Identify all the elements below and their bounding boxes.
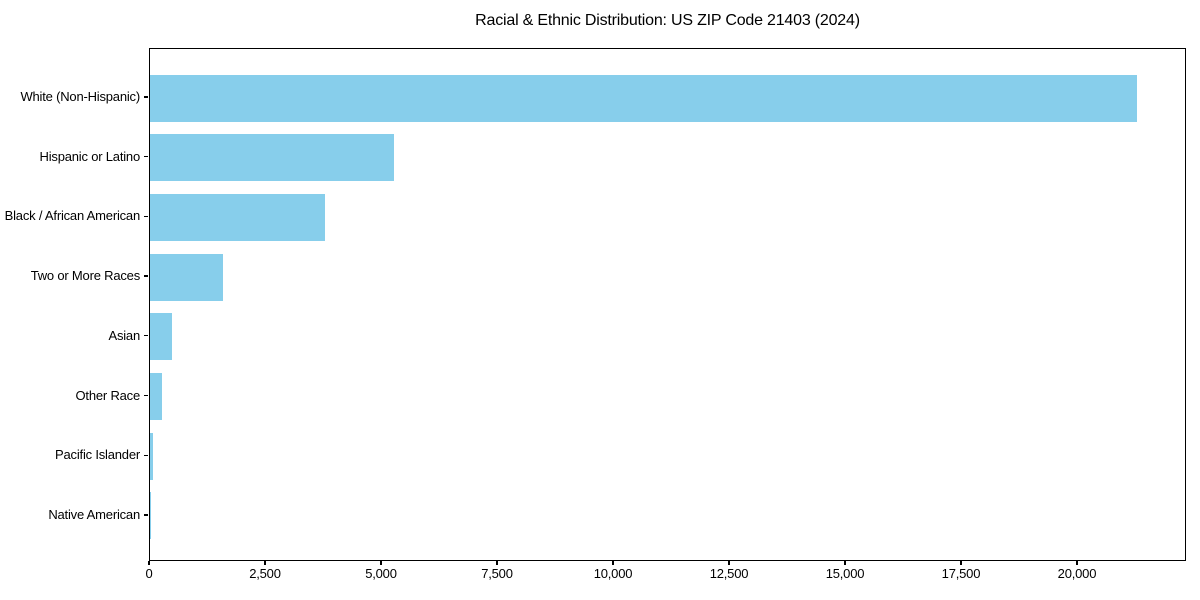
y-tick-label-black-african-american: Black / African American	[4, 208, 141, 224]
x-tick-label-10000: 10,000	[593, 566, 633, 581]
x-tick-label-5000: 5,000	[365, 566, 397, 581]
y-tick-mark	[144, 156, 148, 158]
y-tick-mark	[144, 335, 148, 337]
x-tick-mark	[728, 561, 730, 565]
y-tick-label-native-american: Native American	[48, 506, 140, 522]
plot-area	[149, 48, 1186, 561]
x-tick-mark	[844, 561, 846, 565]
x-tick-mark	[960, 561, 962, 565]
y-tick-mark	[144, 454, 148, 456]
x-tick-label-15000: 15,000	[825, 566, 865, 581]
x-tick-label-20000: 20,000	[1057, 566, 1097, 581]
bar-white-non-hispanic	[150, 74, 1137, 122]
x-tick-mark	[380, 561, 382, 565]
x-tick-label-17500: 17,500	[941, 566, 981, 581]
bar-hispanic-or-latino	[150, 134, 395, 182]
y-tick-label-other-race: Other Race	[75, 387, 141, 403]
bar-other-race	[150, 373, 162, 420]
y-tick-mark	[144, 514, 148, 516]
x-tick-mark	[264, 561, 266, 565]
bar-pacific-islander	[150, 432, 154, 480]
x-tick-mark	[148, 561, 150, 565]
x-tick-label-0: 0	[145, 566, 153, 581]
bar-black-african-american	[150, 193, 325, 241]
y-tick-label-two-or-more-races: Two or More Races	[30, 268, 141, 284]
y-tick-mark	[144, 394, 148, 397]
bar-asian	[150, 313, 172, 361]
y-tick-label-pacific-islander: Pacific Islander	[55, 447, 140, 463]
y-tick-label-white-non-hispanic: White (Non-Hispanic)	[20, 89, 140, 104]
x-tick-mark	[1076, 561, 1078, 565]
x-tick-mark	[496, 561, 498, 565]
x-tick-label-12500: 12,500	[709, 566, 749, 581]
bar-two-or-more-races	[150, 253, 223, 301]
y-tick-label-hispanic-or-latino: Hispanic or Latino	[39, 148, 141, 164]
x-tick-mark	[612, 561, 614, 565]
chart-title: Racial & Ethnic Distribution: US ZIP Cod…	[475, 12, 860, 29]
y-tick-mark	[144, 96, 148, 98]
y-tick-mark	[144, 215, 148, 218]
x-tick-label-2500: 2,500	[249, 566, 281, 581]
x-tick-label-7500: 7,500	[481, 566, 513, 581]
y-tick-mark	[144, 275, 148, 277]
y-tick-label-asian: Asian	[108, 327, 140, 343]
